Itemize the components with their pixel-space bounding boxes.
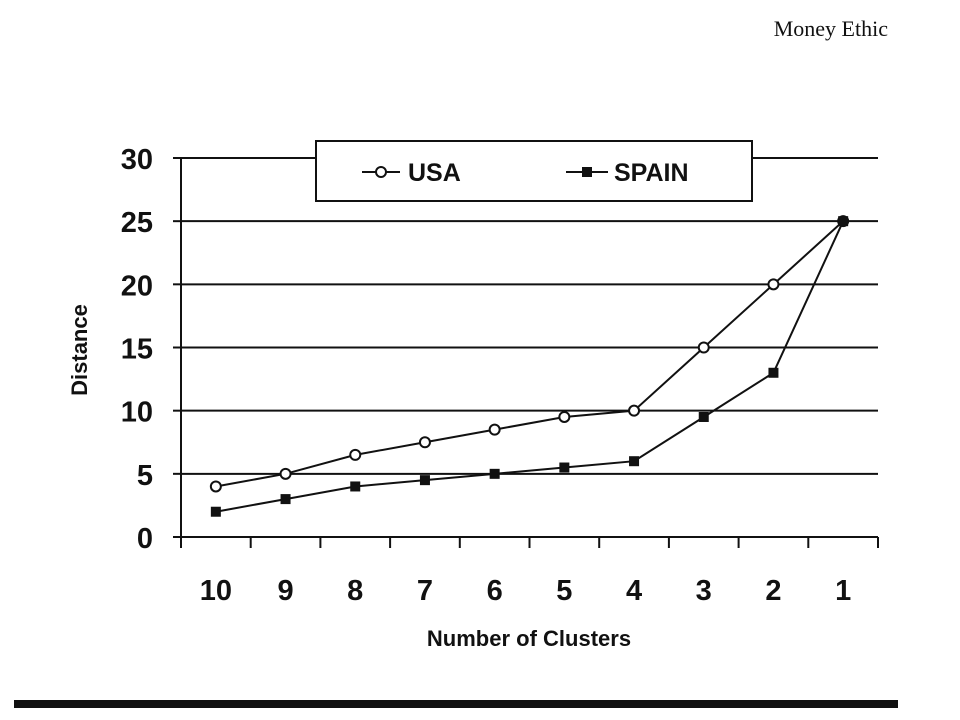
- x-tick-label: 9: [277, 575, 293, 607]
- series-usa-line: [215, 220, 844, 488]
- x-tick-label: 2: [765, 575, 781, 607]
- grid-lines: [173, 157, 878, 538]
- data-point-spain: [768, 367, 779, 378]
- y-tick-label: 10: [121, 397, 153, 429]
- data-point-spain: [419, 475, 430, 486]
- x-tick-label: 4: [626, 575, 642, 607]
- data-point-spain: [629, 456, 640, 467]
- y-tick-label: 5: [137, 460, 153, 492]
- y-axis-label: Distance: [67, 304, 92, 396]
- y-tick-label: 15: [121, 334, 153, 366]
- data-point-spain: [559, 462, 570, 473]
- header-title: Money Ethic: [773, 16, 888, 41]
- x-tick-label: 6: [487, 575, 503, 607]
- axes: [180, 158, 879, 548]
- data-point-usa: [558, 410, 571, 423]
- x-tick-label: 10: [200, 575, 232, 607]
- data-point-usa: [488, 423, 501, 436]
- y-tick-label: 30: [121, 144, 153, 176]
- series-usa: [209, 215, 850, 493]
- legend-spain-label: SPAIN: [614, 159, 689, 187]
- legend-usa-label: USA: [408, 159, 461, 187]
- x-tick-label: 5: [556, 575, 572, 607]
- bottom-rule: [14, 700, 898, 708]
- series-spain: [210, 216, 849, 517]
- data-point-spain: [698, 411, 709, 422]
- y-tick-label: 0: [137, 523, 153, 555]
- data-point-usa: [209, 480, 222, 493]
- y-tick-label: 20: [121, 270, 153, 302]
- x-tick-label: 3: [696, 575, 712, 607]
- data-point-usa: [697, 341, 710, 354]
- data-point-usa: [349, 448, 362, 461]
- series-spain-line: [215, 220, 845, 513]
- data-point-usa: [628, 404, 641, 417]
- x-tick-label: 8: [347, 575, 363, 607]
- series: [209, 215, 850, 517]
- data-point-spain: [489, 468, 500, 479]
- data-point-spain: [210, 506, 221, 517]
- legend-spain-marker: [582, 167, 592, 177]
- data-point-spain: [350, 481, 361, 492]
- x-tick-labels: 10 9 8 7 6 5 4 3 2 1: [200, 575, 852, 607]
- legend: USA SPAIN: [315, 140, 753, 202]
- x-tick-label: 7: [417, 575, 433, 607]
- x-axis-label: Number of Clusters: [427, 626, 631, 651]
- data-point-usa: [418, 436, 431, 449]
- y-tick-label: 25: [121, 207, 153, 239]
- x-tick-label: 1: [835, 575, 851, 607]
- data-point-usa: [279, 467, 292, 480]
- data-point-usa: [767, 278, 780, 291]
- y-tick-labels: 0 5 10 15 20 25 30: [121, 144, 153, 555]
- data-point-spain: [838, 216, 849, 227]
- data-point-spain: [280, 494, 291, 505]
- legend-usa-marker: [375, 166, 387, 178]
